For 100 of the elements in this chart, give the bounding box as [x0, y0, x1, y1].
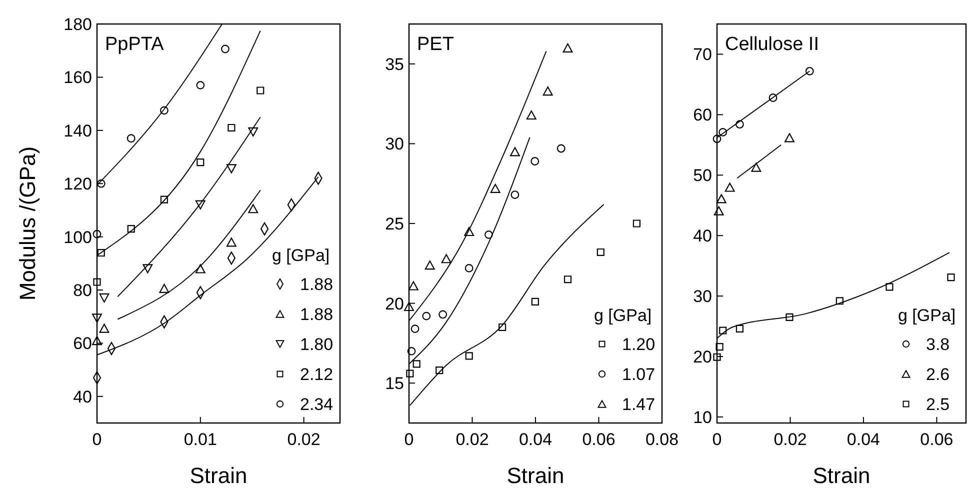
point: [142, 264, 153, 274]
x-tick-label: 0.01: [184, 430, 217, 449]
point: [713, 353, 721, 361]
point: [530, 157, 540, 166]
legend-label: 1.07: [622, 365, 656, 384]
point: [436, 366, 444, 374]
point: [805, 66, 814, 76]
point: [498, 323, 506, 332]
point: [248, 204, 258, 214]
point: [886, 283, 894, 291]
y-tick-label: 60: [693, 106, 712, 125]
x-tick-label: 0.06: [582, 430, 616, 449]
point: [424, 260, 435, 270]
y-tick-label: 140: [64, 121, 92, 140]
point: [159, 284, 170, 293]
point: [195, 200, 206, 210]
point: [92, 230, 102, 238]
legend-label: 2.12: [300, 365, 334, 384]
point: [160, 106, 168, 115]
point: [93, 278, 101, 286]
point: [786, 313, 794, 321]
point: [836, 297, 844, 305]
point: [632, 220, 640, 228]
y-tick-label: 35: [385, 54, 404, 74]
y-tick-label: 25: [385, 214, 404, 234]
point: [714, 206, 724, 216]
point: [490, 184, 500, 193]
legend-title: g [GPa]: [594, 306, 652, 325]
legend-label: 3.8: [926, 335, 950, 354]
point: [596, 248, 604, 256]
point: [99, 293, 110, 303]
point: [221, 44, 230, 54]
y-tick-label: 120: [64, 174, 92, 194]
point: [712, 134, 722, 144]
legend-label: 1.88: [300, 275, 334, 294]
point: [526, 110, 536, 120]
y-tick-label: 70: [693, 45, 712, 64]
x-tick-label: 0.04: [846, 430, 880, 449]
point: [408, 281, 418, 290]
point: [228, 124, 236, 132]
y-tick-label: 15: [385, 374, 404, 394]
text: Cellulose II: [725, 34, 819, 55]
x-tick-label: 0.02: [456, 430, 489, 449]
x-axis-title: Strain: [506, 463, 564, 488]
y-tick-label: 60: [73, 334, 92, 354]
text: PET: [417, 34, 454, 55]
point: [531, 298, 539, 306]
legend-label: 1.47: [622, 395, 656, 414]
point: [99, 324, 110, 333]
y-tick-label: 30: [385, 134, 404, 154]
point: [127, 225, 135, 233]
text: PpPTA: [105, 34, 164, 55]
point: [484, 230, 493, 239]
point: [562, 43, 573, 53]
point: [465, 352, 473, 360]
x-axis-title: Strain: [190, 463, 248, 488]
legend-label: 1.88: [300, 305, 334, 324]
y-tick-label: 40: [693, 226, 712, 246]
point: [404, 302, 414, 312]
point: [751, 162, 762, 172]
point: [719, 326, 727, 334]
point: [196, 158, 204, 166]
point: [464, 264, 474, 272]
x-tick-label: 0.04: [518, 430, 552, 449]
point: [564, 276, 572, 284]
y-tick-label: 100: [64, 228, 92, 247]
point: [422, 312, 431, 320]
point: [410, 324, 420, 334]
point: [226, 164, 236, 174]
point: [441, 254, 452, 264]
point: [92, 314, 102, 323]
x-tick-label: 0.02: [774, 430, 807, 449]
point: [126, 134, 136, 143]
legend-label: 1.80: [300, 335, 334, 354]
x-tick-label: 0: [92, 430, 102, 449]
y-tick-label: 40: [73, 387, 92, 406]
legend-label: 2.34: [300, 395, 334, 414]
x-tick-label: 0.06: [920, 430, 954, 449]
point: [735, 120, 744, 129]
point: [716, 194, 726, 204]
point: [160, 196, 168, 204]
y-tick-label: 20: [693, 348, 712, 366]
x-axis-title: Strain: [812, 463, 870, 488]
point: [92, 336, 102, 346]
point: [406, 370, 414, 378]
y-tick-label: 50: [693, 166, 712, 186]
point: [784, 133, 794, 142]
y-tick-label: 180: [64, 15, 92, 34]
point: [412, 360, 420, 368]
x-tick-label: 0.08: [645, 430, 679, 449]
point: [716, 343, 724, 351]
point: [718, 128, 728, 136]
legend-title: g [GPa]: [898, 306, 956, 325]
y-axis-title: Modulus /(GPa): [15, 146, 40, 301]
x-tick-label: 0: [712, 430, 722, 449]
legend-title: g [GPa]: [272, 246, 330, 265]
legend-label: 2.5: [926, 395, 950, 414]
legend-label: 2.6: [926, 365, 950, 384]
point: [724, 182, 735, 192]
point: [407, 346, 416, 356]
